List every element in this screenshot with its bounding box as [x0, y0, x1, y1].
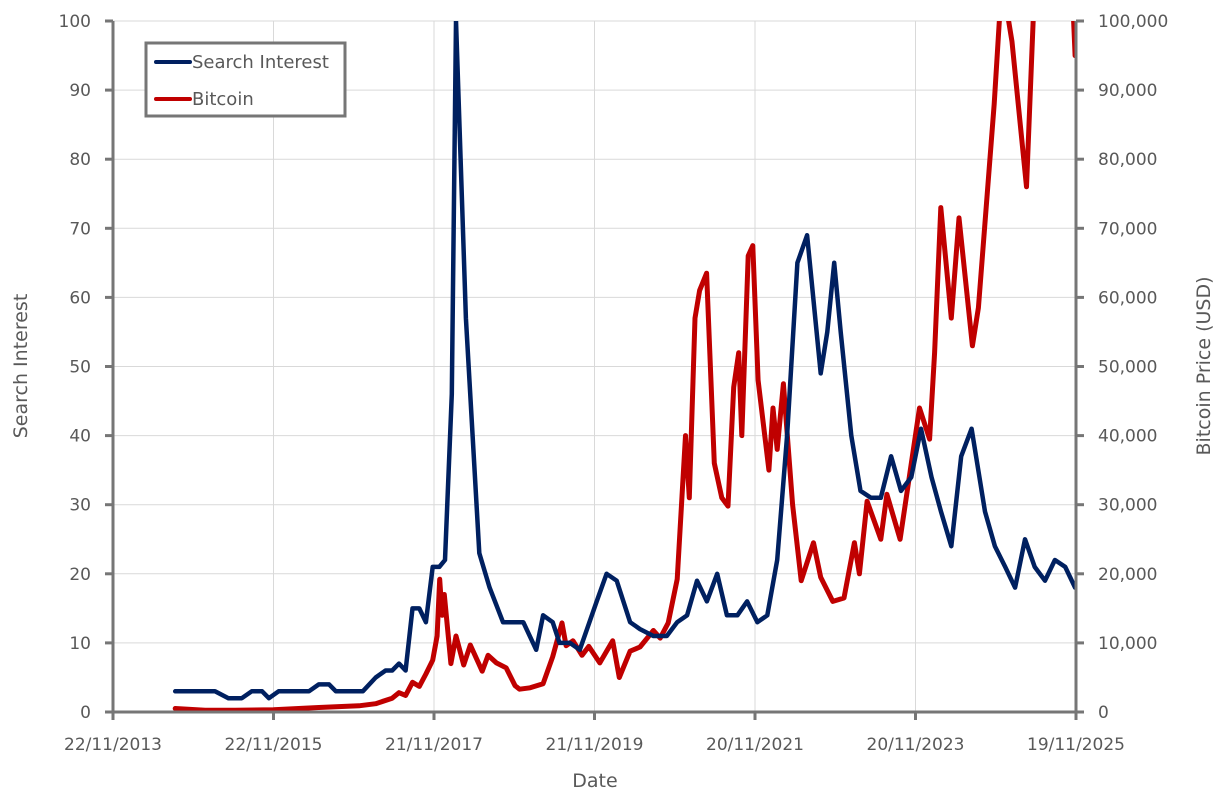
x-tick-label: 21/11/2019 — [546, 735, 644, 755]
legend-label-bitcoin: Bitcoin — [192, 89, 254, 110]
y2-tick-label: 40,000 — [1098, 427, 1157, 447]
legend-label-search-interest: Search Interest — [192, 52, 329, 73]
y-tick-label: 90 — [69, 81, 91, 101]
x-tick-label: 21/11/2017 — [385, 735, 483, 755]
gridlines — [113, 20, 1076, 712]
y-tick-label: 20 — [69, 565, 91, 585]
x-tick-label: 20/11/2021 — [706, 735, 804, 755]
y-axis-title: Search Interest — [10, 294, 32, 439]
legend: Search Interest Bitcoin — [144, 41, 347, 118]
legend-item-search-interest: Search Interest — [154, 52, 329, 73]
y2-tick-label: 100,000 — [1098, 12, 1168, 32]
y2-tick-label: 20,000 — [1098, 565, 1157, 585]
x-tick-label: 19/11/2025 — [1027, 735, 1125, 755]
x-axis-title: Date — [572, 770, 617, 792]
y2-tick-label: 80,000 — [1098, 150, 1157, 170]
plot-area — [172, 21, 1076, 712]
y-tick-label: 30 — [69, 496, 91, 516]
y2-tick-label: 0 — [1098, 703, 1109, 723]
bitcoin-price-line — [172, 21, 1076, 712]
y2-tick-label: 30,000 — [1098, 496, 1157, 516]
y-tick-label: 80 — [69, 150, 91, 170]
legend-box — [144, 41, 347, 118]
x-tick-label: 22/11/2015 — [225, 735, 323, 755]
tick-labels: 0 0 10 10,000 20 20,000 30 30,000 40 40,000 50 50,0… — [59, 12, 1169, 755]
y-tick-label: 10 — [69, 634, 91, 654]
y2-tick-label: 60,000 — [1098, 288, 1157, 308]
y-tick-label: 0 — [80, 703, 91, 723]
axes — [105, 19, 1084, 720]
y-tick-label: 40 — [69, 427, 91, 447]
search-interest-line — [172, 21, 1076, 701]
y-tick-label: 60 — [69, 288, 91, 308]
y2-tick-label: 50,000 — [1098, 358, 1157, 378]
y-tick-label: 100 — [59, 12, 91, 32]
y2-tick-label: 70,000 — [1098, 219, 1157, 239]
y2-tick-label: 10,000 — [1098, 634, 1157, 654]
y2-tick-label: 90,000 — [1098, 81, 1157, 101]
x-tick-label: 22/11/2013 — [64, 735, 162, 755]
legend-item-bitcoin: Bitcoin — [154, 89, 254, 110]
y-tick-label: 70 — [69, 219, 91, 239]
y2-axis-title: Bitcoin Price (USD) — [1193, 276, 1215, 455]
x-tick-label: 20/11/2023 — [867, 735, 965, 755]
y-tick-label: 50 — [69, 358, 91, 378]
